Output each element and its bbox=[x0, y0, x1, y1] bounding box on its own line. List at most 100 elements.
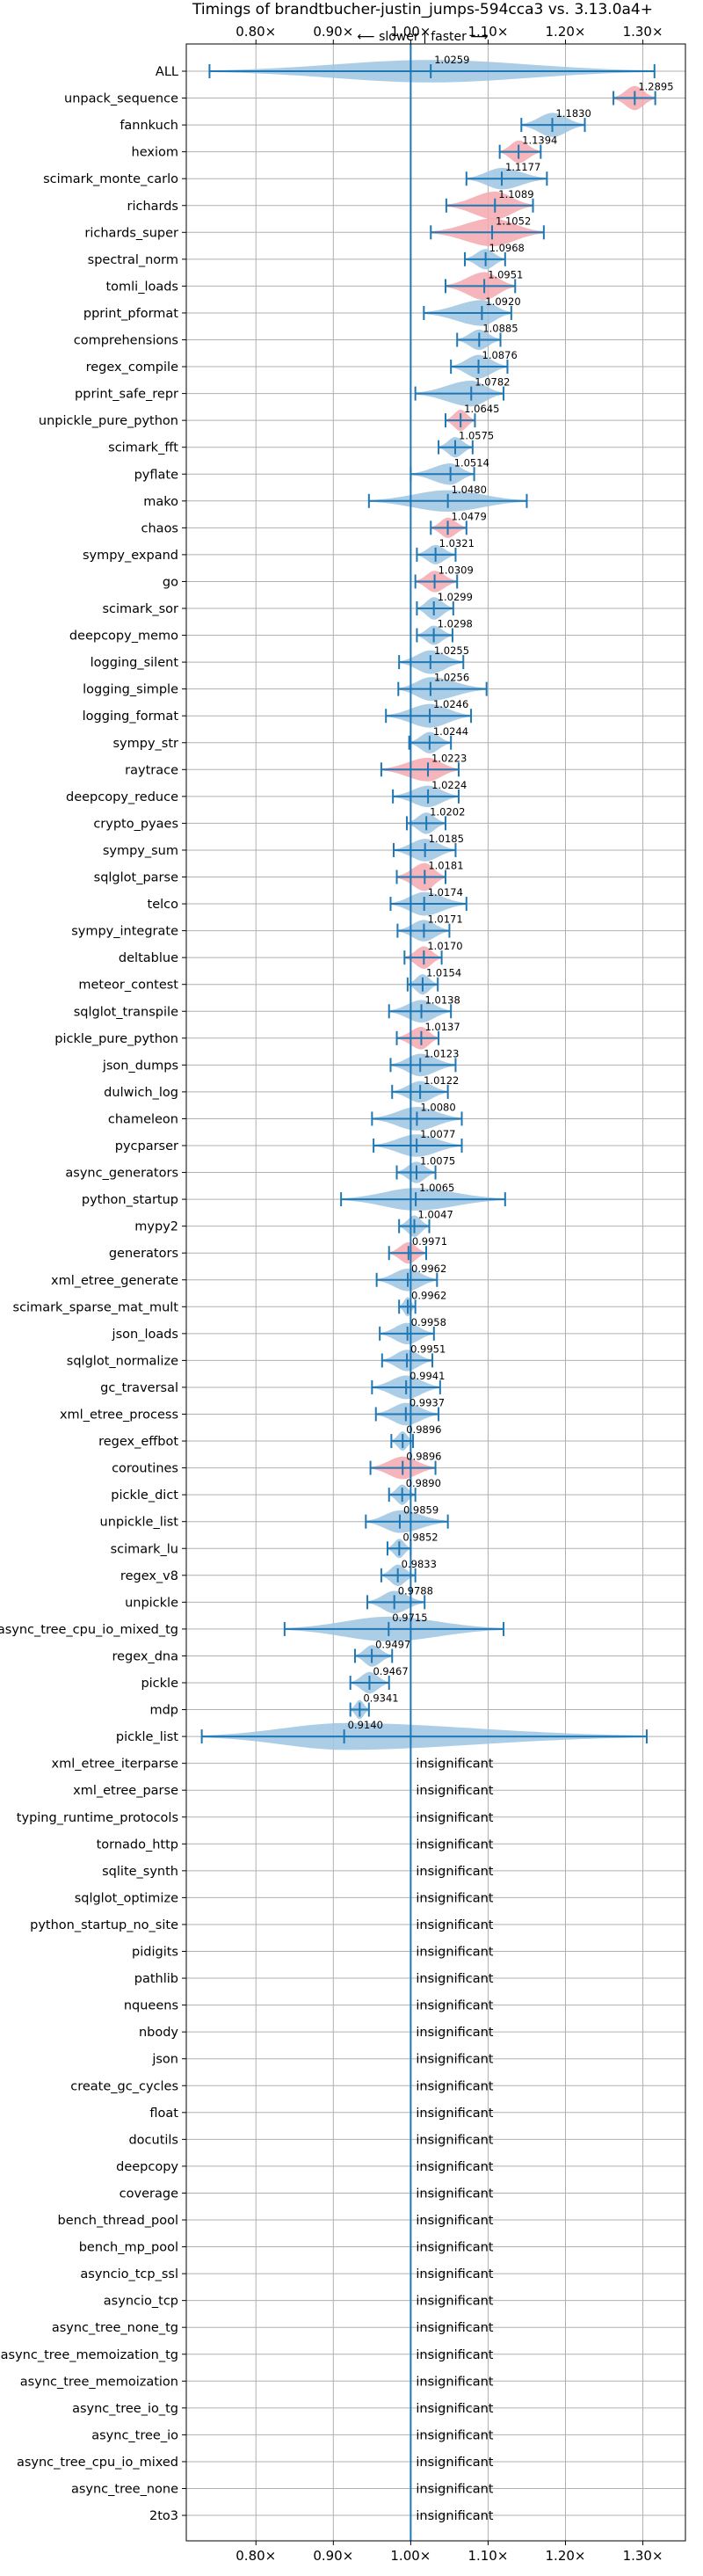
category-label: tornado_http bbox=[97, 1837, 178, 1852]
insignificant-label: insignificant bbox=[416, 1757, 493, 1772]
insignificant-label: insignificant bbox=[416, 2295, 493, 2309]
category-label: deltablue bbox=[119, 951, 178, 965]
value-label: 0.9859 bbox=[403, 1504, 438, 1517]
violins-layer bbox=[200, 44, 656, 2541]
value-label: 1.0876 bbox=[482, 349, 518, 361]
category-label: sympy_expand bbox=[83, 549, 178, 563]
category-label: regex_dna bbox=[112, 1649, 178, 1663]
insignificant-label: insignificant bbox=[416, 2214, 493, 2228]
category-label: xml_etree_generate bbox=[51, 1274, 178, 1288]
category-label: generators bbox=[109, 1247, 178, 1261]
insignificant-label: insignificant bbox=[416, 1837, 493, 1852]
value-label: 1.0077 bbox=[420, 1128, 455, 1140]
value-label: 0.9896 bbox=[406, 1451, 441, 1463]
insignificant-label: insignificant bbox=[416, 2053, 493, 2067]
value-label: 1.0123 bbox=[424, 1047, 459, 1059]
category-label: async_tree_cpu_io_mixed_tg bbox=[0, 1623, 178, 1637]
category-label: sqlite_synth bbox=[102, 1865, 178, 1879]
category-label: 2to3 bbox=[149, 2509, 178, 2523]
x-tick-label-top: 1.30× bbox=[623, 24, 663, 40]
value-label: 0.9941 bbox=[409, 1370, 445, 1382]
insignificant-label: insignificant bbox=[416, 2241, 493, 2255]
value-label: 1.2895 bbox=[638, 81, 673, 93]
category-label: nbody bbox=[139, 2026, 178, 2040]
category-label: chaos bbox=[141, 521, 178, 535]
value-label: 1.0321 bbox=[439, 537, 475, 549]
category-label: scimark_fft bbox=[108, 441, 178, 455]
value-label: 1.0154 bbox=[426, 967, 461, 979]
category-label: typing_runtime_protocols bbox=[17, 1811, 178, 1825]
x-tick-label-bottom: 1.20× bbox=[546, 2548, 586, 2564]
insignificant-label: insignificant bbox=[416, 2267, 493, 2281]
category-label: xml_etree_process bbox=[60, 1408, 178, 1423]
value-label: 0.9962 bbox=[411, 1289, 446, 1301]
insignificant-label: insignificant bbox=[416, 1811, 493, 1825]
value-label: 1.0246 bbox=[433, 698, 468, 710]
value-label: 1.0065 bbox=[419, 1182, 454, 1194]
value-label: 1.1177 bbox=[505, 161, 540, 173]
value-label: 0.9971 bbox=[412, 1235, 447, 1248]
category-label: chameleon bbox=[108, 1112, 178, 1126]
category-label: async_tree_io_tg bbox=[72, 2402, 178, 2416]
direction-label: ⟵ slower | faster ⟶ bbox=[358, 30, 489, 44]
category-label: gc_traversal bbox=[100, 1381, 178, 1395]
category-label: bench_mp_pool bbox=[79, 2241, 178, 2255]
value-label: 1.0171 bbox=[427, 913, 462, 926]
value-label: 1.0080 bbox=[420, 1101, 455, 1113]
value-label: 1.0122 bbox=[424, 1074, 459, 1087]
value-label: 1.0185 bbox=[429, 833, 464, 845]
value-label: 1.0782 bbox=[475, 376, 510, 389]
insignificant-label: insignificant bbox=[416, 2402, 493, 2416]
category-label: pycparser bbox=[115, 1139, 178, 1153]
category-label: json_loads bbox=[112, 1328, 178, 1342]
category-label: nqueens bbox=[124, 1999, 178, 2013]
category-label: asyncio_tcp_ssl bbox=[80, 2267, 178, 2281]
value-label: 1.0244 bbox=[433, 725, 468, 738]
insignificant-label: insignificant bbox=[416, 1972, 493, 1986]
value-label: 0.9951 bbox=[410, 1343, 446, 1355]
category-label: unpack_sequence bbox=[64, 92, 178, 106]
category-label: sqlglot_normalize bbox=[67, 1354, 178, 1368]
value-label: 1.0645 bbox=[464, 403, 499, 415]
category-label: crypto_pyaes bbox=[93, 817, 178, 831]
insignificant-label: insignificant bbox=[416, 2483, 493, 2497]
value-label: 0.9958 bbox=[411, 1316, 446, 1328]
category-label: logging_format bbox=[83, 709, 179, 724]
x-tick-label-bottom: 1.10× bbox=[467, 2548, 508, 2564]
x-tick-label-top: 0.80× bbox=[236, 24, 276, 40]
category-label: logging_silent bbox=[91, 656, 179, 670]
x-tick-label-top: 1.10× bbox=[467, 24, 508, 40]
value-label: 1.0138 bbox=[425, 993, 460, 1006]
insignificant-label: insignificant bbox=[416, 1946, 493, 1960]
value-label: 1.0298 bbox=[438, 618, 473, 630]
category-label: float bbox=[149, 2107, 178, 2121]
value-label: 1.0480 bbox=[452, 484, 487, 496]
category-label: mako bbox=[143, 495, 178, 509]
value-label: 0.9833 bbox=[402, 1558, 437, 1570]
insignificant-label: insignificant bbox=[416, 2107, 493, 2121]
value-label: 1.0174 bbox=[428, 886, 463, 899]
category-label: async_tree_memoization_tg bbox=[1, 2348, 178, 2362]
value-label: 0.9715 bbox=[392, 1612, 427, 1624]
value-label: 0.9341 bbox=[363, 1692, 398, 1705]
category-label: go bbox=[163, 575, 178, 589]
insignificant-label: insignificant bbox=[416, 1891, 493, 1905]
category-label: mdp bbox=[149, 1704, 178, 1718]
value-label: 1.0575 bbox=[459, 430, 494, 442]
category-label: async_tree_none bbox=[71, 2483, 178, 2497]
category-label: fannkuch bbox=[120, 119, 178, 133]
value-label: 1.0202 bbox=[430, 805, 465, 818]
value-label: 1.0951 bbox=[488, 268, 523, 280]
value-label: 1.0256 bbox=[434, 672, 469, 684]
category-label: scimark_monte_carlo bbox=[43, 172, 178, 186]
insignificant-label: insignificant bbox=[416, 1999, 493, 2013]
plot-frame bbox=[185, 43, 686, 2542]
category-label: deepcopy bbox=[116, 2160, 178, 2174]
category-label: pathlib bbox=[134, 1972, 178, 1986]
value-label: 1.0259 bbox=[434, 54, 469, 66]
category-label: ALL bbox=[156, 65, 178, 79]
category-label: regex_compile bbox=[86, 360, 178, 375]
value-label: 1.0181 bbox=[428, 860, 463, 872]
category-label: hexiom bbox=[132, 146, 178, 160]
category-label: scimark_sor bbox=[102, 602, 178, 616]
